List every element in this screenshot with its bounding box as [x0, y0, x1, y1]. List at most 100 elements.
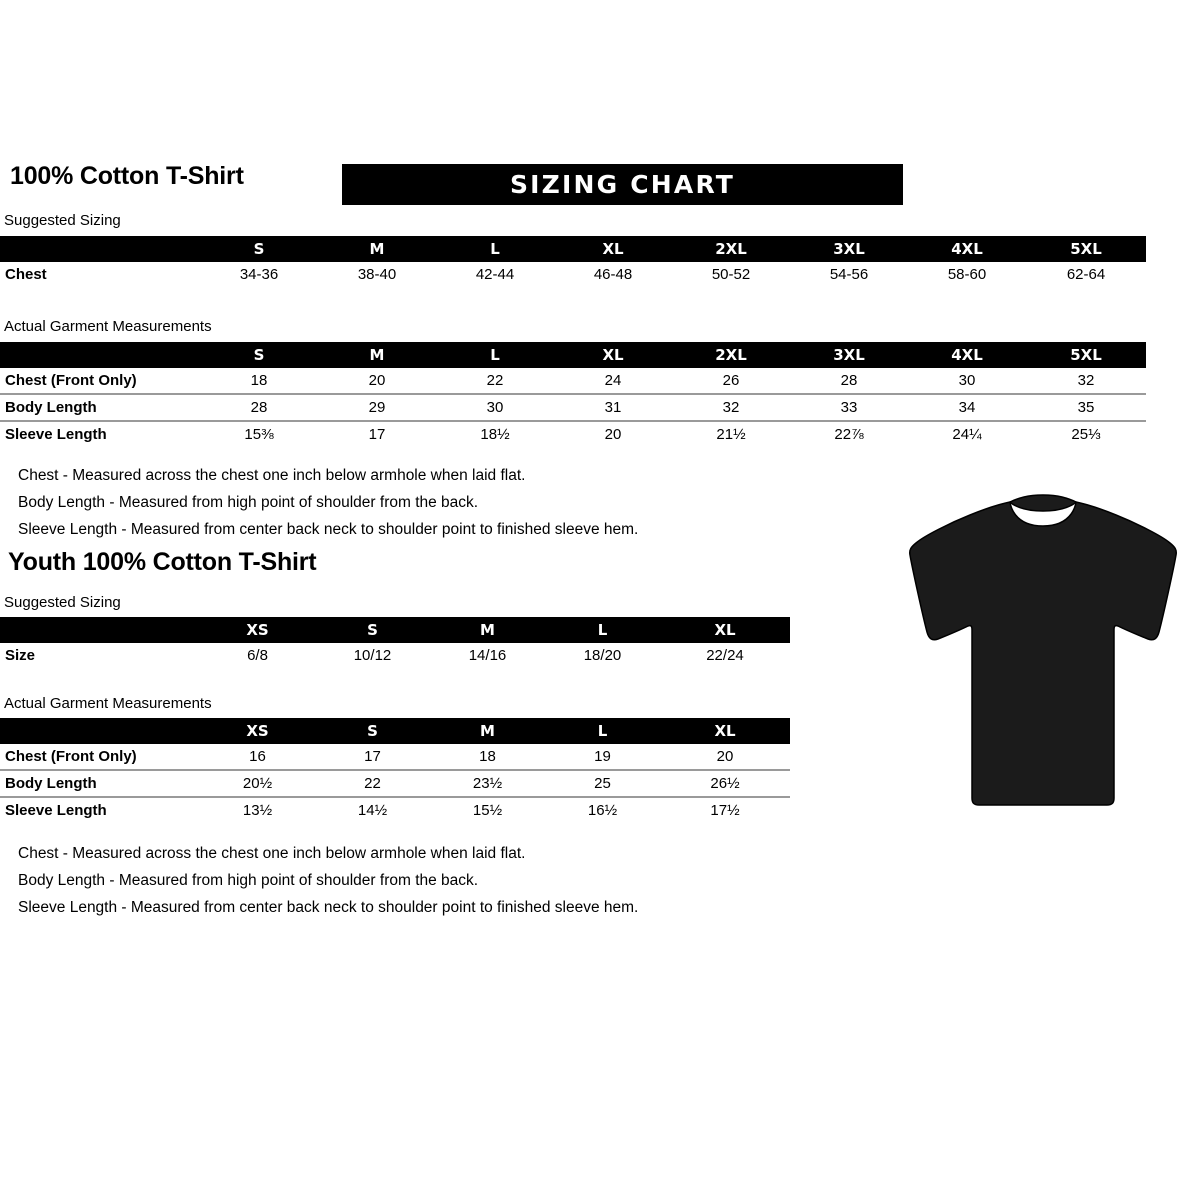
cell-chest-m: 38-40 — [318, 262, 436, 287]
column-header-xl: XL — [602, 240, 624, 258]
column-header-xl: XL — [714, 621, 736, 639]
cell-sleevelength-3xl: 22⅞ — [790, 420, 908, 447]
cell-size-s: 10/12 — [315, 643, 430, 668]
cell-chest-4xl: 58-60 — [908, 262, 1026, 287]
youth-actual-measurements-table: XS S M L XL Chest (Front Only) 16 17 18 … — [0, 718, 790, 823]
row-label-sleeve-length: Sleeve Length — [0, 796, 200, 823]
cell-sleevelength-m: 15½ — [430, 796, 545, 823]
cell-chestfront-m: 18 — [430, 744, 545, 770]
cell-bodylength-3xl: 33 — [790, 393, 908, 421]
column-header-m: M — [369, 240, 385, 258]
row-label-body-length: Body Length — [0, 769, 200, 797]
column-header-rowlabel — [0, 617, 200, 643]
column-header-2xl: 2XL — [715, 346, 747, 364]
cell-sleevelength-l: 16½ — [545, 796, 660, 823]
cell-size-l: 18/20 — [545, 643, 660, 668]
column-header-xl: XL — [602, 346, 624, 364]
column-header-s: S — [253, 346, 265, 364]
column-header-xl: XL — [714, 722, 736, 740]
note-sleeve-length: Sleeve Length - Measured from center bac… — [18, 521, 639, 538]
youth-actual-measurements-label: Actual Garment Measurements — [4, 695, 212, 712]
column-header-rowlabel — [0, 236, 200, 262]
cell-bodylength-4xl: 34 — [908, 393, 1026, 421]
cell-sleevelength-s: 14½ — [315, 796, 430, 823]
column-header-4xl: 4XL — [951, 346, 983, 364]
cell-sleevelength-xl: 20 — [554, 420, 672, 447]
note-body-length: Body Length - Measured from high point o… — [18, 872, 479, 889]
sizing-chart-banner-label: SIZING CHART — [509, 170, 736, 199]
sizing-chart-banner: SIZING CHART — [342, 164, 903, 205]
youth-measurement-notes: Chest - Measured across the chest one in… — [18, 840, 638, 921]
cell-chest-s: 34-36 — [200, 262, 318, 287]
cell-chestfront-xl: 24 — [554, 368, 672, 394]
cell-size-m: 14/16 — [430, 643, 545, 668]
youth-suggested-sizing-table: XS S M L XL Size 6/8 10/12 14/16 18/20 2… — [0, 617, 790, 668]
cell-sleevelength-xs: 13½ — [200, 796, 315, 823]
column-header-l: L — [490, 346, 500, 364]
cell-sleevelength-5xl: 25⅓ — [1026, 420, 1146, 447]
cell-chestfront-xs: 16 — [200, 744, 315, 770]
cell-chestfront-s: 17 — [315, 744, 430, 770]
row-label-chest-front-only: Chest (Front Only) — [0, 744, 200, 770]
column-header-m: M — [369, 346, 385, 364]
adult-actual-measurements-label: Actual Garment Measurements — [4, 318, 212, 335]
column-header-rowlabel — [0, 718, 200, 744]
youth-suggested-sizing-label: Suggested Sizing — [4, 594, 121, 611]
row-label-sleeve-length: Sleeve Length — [0, 420, 200, 447]
table-row: Body Length 28 29 30 31 32 33 34 35 — [0, 393, 1146, 421]
column-header-s: S — [253, 240, 265, 258]
table-row: Sleeve Length 13½ 14½ 15½ 16½ 17½ — [0, 796, 790, 823]
cell-bodylength-m: 23½ — [430, 769, 545, 797]
row-label-size: Size — [0, 643, 200, 668]
cell-chestfront-s: 18 — [200, 368, 318, 394]
table-header-row: XS S M L XL — [0, 617, 790, 643]
row-label-chest-front-only: Chest (Front Only) — [0, 368, 200, 394]
cell-chestfront-l: 22 — [436, 368, 554, 394]
column-header-l: L — [597, 621, 608, 639]
page-header: 100% Cotton T-Shirt SIZING CHART — [0, 162, 1200, 210]
tshirt-illustration — [898, 486, 1188, 816]
note-body-length: Body Length - Measured from high point o… — [18, 494, 479, 511]
note-chest: Chest - Measured across the chest one in… — [18, 467, 526, 484]
cell-bodylength-xl: 31 — [554, 393, 672, 421]
cell-chestfront-l: 19 — [545, 744, 660, 770]
column-header-2xl: 2XL — [715, 240, 747, 258]
cell-chest-3xl: 54-56 — [790, 262, 908, 287]
cell-bodylength-s: 28 — [200, 393, 318, 421]
cell-sleevelength-l: 18½ — [436, 420, 554, 447]
cell-chest-l: 42-44 — [436, 262, 554, 287]
cell-bodylength-xs: 20½ — [200, 769, 315, 797]
table-row: Chest (Front Only) 16 17 18 19 20 — [0, 744, 790, 770]
cell-bodylength-s: 22 — [315, 769, 430, 797]
cell-bodylength-5xl: 35 — [1026, 393, 1146, 421]
cell-sleevelength-m: 17 — [318, 420, 436, 447]
cell-bodylength-2xl: 32 — [672, 393, 790, 421]
cell-sleevelength-xl: 17½ — [660, 796, 790, 823]
column-header-m: M — [480, 722, 495, 740]
tshirt-icon — [909, 494, 1177, 806]
note-sleeve-length: Sleeve Length - Measured from center bac… — [18, 899, 639, 916]
column-header-5xl: 5XL — [1070, 240, 1102, 258]
cell-chestfront-xl: 20 — [660, 744, 790, 770]
cell-chest-5xl: 62-64 — [1026, 262, 1146, 287]
column-header-l: L — [597, 722, 608, 740]
adult-suggested-sizing-table: S M L XL 2XL 3XL 4XL 5XL Chest 34-36 38-… — [0, 236, 1146, 287]
cell-chestfront-2xl: 26 — [672, 368, 790, 394]
cell-sleevelength-s: 15⅜ — [200, 420, 318, 447]
cell-bodylength-l: 25 — [545, 769, 660, 797]
column-header-xs: XS — [246, 722, 269, 740]
cell-sleevelength-2xl: 21½ — [672, 420, 790, 447]
cell-chestfront-4xl: 30 — [908, 368, 1026, 394]
note-chest: Chest - Measured across the chest one in… — [18, 845, 526, 862]
cell-chestfront-3xl: 28 — [790, 368, 908, 394]
cell-chestfront-m: 20 — [318, 368, 436, 394]
cell-chest-2xl: 50-52 — [672, 262, 790, 287]
adult-measurement-notes: Chest - Measured across the chest one in… — [18, 462, 638, 543]
column-header-l: L — [490, 240, 500, 258]
table-row: Size 6/8 10/12 14/16 18/20 22/24 — [0, 643, 790, 668]
column-header-rowlabel — [0, 342, 200, 368]
cell-sleevelength-4xl: 24¼ — [908, 420, 1026, 447]
youth-section-title: Youth 100% Cotton T-Shirt — [8, 548, 317, 576]
table-row: Sleeve Length 15⅜ 17 18½ 20 21½ 22⅞ 24¼ … — [0, 420, 1146, 447]
adult-actual-measurements-table: S M L XL 2XL 3XL 4XL 5XL Chest (Front On… — [0, 342, 1146, 447]
